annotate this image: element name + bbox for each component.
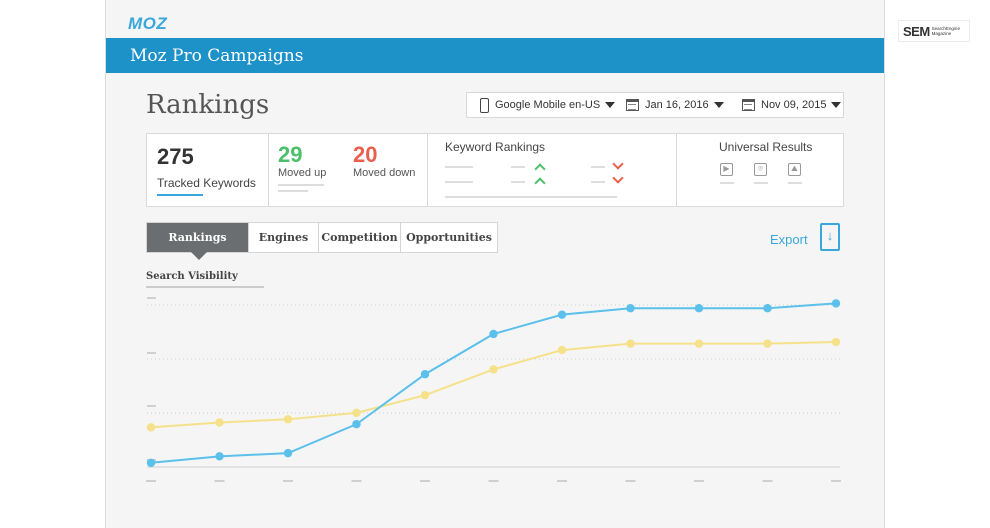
series-0-point-8 (694, 304, 704, 313)
series-0-point-5 (489, 329, 498, 339)
series-0-point-3 (352, 419, 361, 429)
series-0-point-7 (626, 304, 635, 313)
series-1-point-9 (763, 339, 772, 348)
placeholder-line (788, 182, 802, 184)
moved-up-label: Moved up (278, 167, 327, 179)
series-1-point-6 (557, 345, 567, 355)
chart-label-underline (146, 286, 264, 288)
date-to-dropdown[interactable]: Nov 09, 2015 (742, 92, 842, 118)
tab-competition[interactable]: Competition (319, 223, 401, 252)
series-0-point-4 (420, 370, 430, 379)
series-0-point-10 (831, 299, 841, 308)
series-1-point-0 (146, 423, 156, 432)
stats-panel: 275 Tracked Keywords 29 Moved up 20 Move… (146, 133, 844, 207)
divider (268, 134, 269, 206)
tracked-label[interactable]: Tracked Keywords (157, 176, 256, 190)
sem-logo-text: SEM (903, 23, 930, 39)
tracked-count: 275 (157, 144, 194, 169)
placeholder-line (720, 182, 734, 184)
chevron-down-icon (713, 102, 724, 108)
sem-subtitle-line1: SearchEngine (931, 26, 960, 31)
series-0-point-1 (215, 452, 224, 461)
date-to-label: Nov 09, 2015 (761, 99, 827, 111)
series-1-point-4 (420, 390, 430, 400)
filter-bar (466, 92, 844, 118)
page-title: Rankings (146, 90, 270, 120)
series-line-0 (150, 302, 837, 464)
moved-down-count: 20 (353, 142, 378, 167)
series-0-point-2 (283, 448, 293, 458)
image-icon: ⛰ (788, 163, 801, 176)
placeholder-line (445, 181, 473, 183)
placeholder-line (754, 182, 768, 184)
keyword-rankings-title: Keyword Rankings (445, 140, 546, 154)
sem-subtitle-line2: Magazine (931, 31, 952, 36)
campaign-header-bar: Moz Pro Campaigns (106, 38, 884, 73)
calendar-icon (626, 99, 639, 111)
date-from-label: Jan 16, 2016 (645, 99, 709, 111)
export-download-icon[interactable]: ↓ (820, 223, 840, 251)
placeholder-line (511, 181, 525, 183)
chevron-down-icon (605, 102, 616, 108)
series-line-1 (150, 341, 837, 429)
chart-label: Search Visibility (146, 271, 238, 282)
tab-engines[interactable]: Engines (249, 223, 319, 252)
series-0-point-9 (763, 304, 772, 313)
mobile-phone-icon (480, 97, 489, 113)
series-1-point-3 (352, 408, 361, 418)
placeholder-line (445, 166, 473, 168)
video-icon: ▶ (720, 163, 733, 176)
series-1-point-7 (626, 339, 635, 348)
series-1-point-2 (283, 415, 293, 424)
view-tabs: Rankings Engines Competition Opportuniti… (146, 222, 498, 260)
series-1-point-10 (831, 337, 841, 347)
divider (676, 134, 677, 206)
placeholder-line (445, 196, 617, 198)
series-1-point-8 (694, 339, 704, 348)
chevron-down-icon (831, 102, 842, 108)
tracked-underline (157, 194, 203, 196)
campaign-title[interactable]: Moz Pro Campaigns (130, 46, 304, 66)
local-pin-icon: ⌾ (754, 163, 767, 176)
placeholder-line (278, 190, 308, 192)
engine-dropdown[interactable]: Google Mobile en-US (480, 92, 616, 118)
tab-rankings[interactable]: Rankings (147, 223, 249, 260)
series-0-point-6 (557, 310, 567, 319)
placeholder-line (591, 166, 605, 168)
series-1-point-1 (215, 418, 224, 427)
app-frame: MOZ Moz Pro Campaigns Rankings Google Mo… (105, 0, 885, 528)
export-link[interactable]: Export (770, 232, 808, 247)
tab-opportunities[interactable]: Opportunities (406, 231, 492, 244)
moz-logo[interactable]: MOZ (128, 14, 168, 33)
series-1-point-5 (489, 365, 498, 374)
moved-down-label: Moved down (353, 167, 416, 179)
placeholder-line (511, 166, 525, 168)
engine-label: Google Mobile en-US (495, 99, 601, 111)
date-from-dropdown[interactable]: Jan 16, 2016 (626, 92, 724, 118)
universal-results-title: Universal Results (719, 140, 813, 154)
calendar-icon (742, 99, 755, 111)
placeholder-line (278, 184, 324, 186)
placeholder-line (591, 181, 605, 183)
divider (427, 134, 428, 206)
moved-up-count: 29 (278, 142, 303, 167)
sem-watermark-logo: SEM SearchEngine Magazine (898, 20, 970, 42)
series-0-point-0 (146, 458, 156, 467)
sem-logo-subtitle: SearchEngine Magazine (932, 26, 960, 36)
